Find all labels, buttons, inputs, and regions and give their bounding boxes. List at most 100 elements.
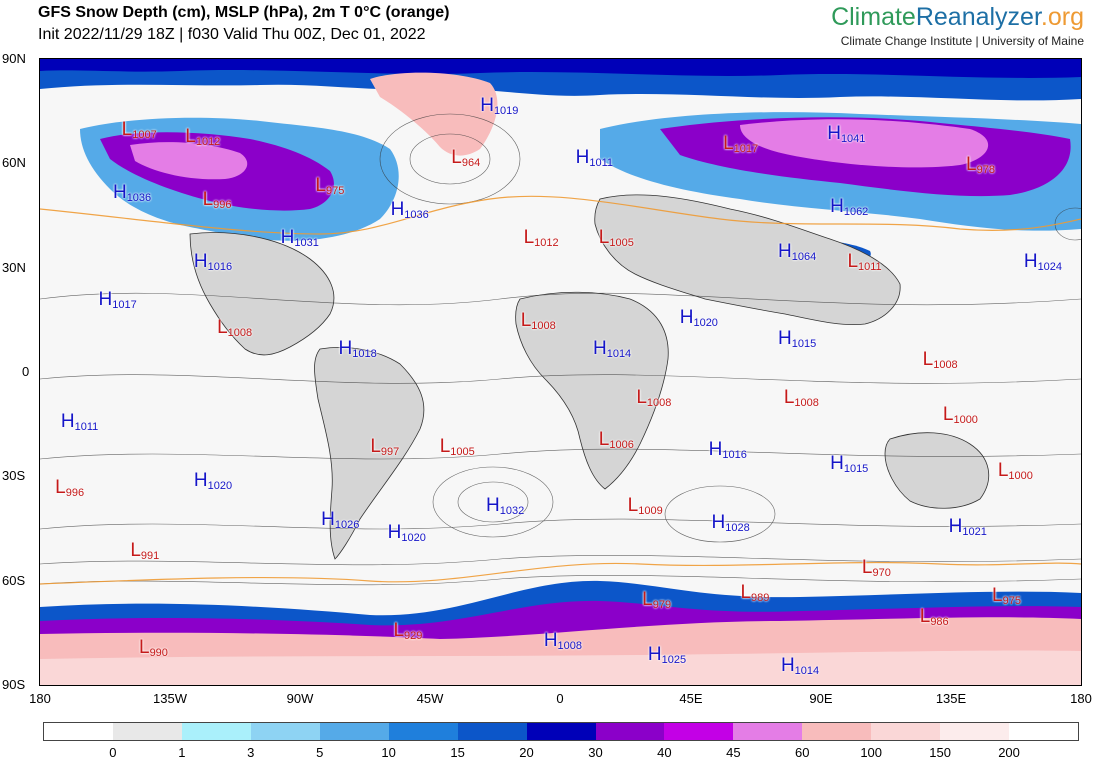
pressure-value: 929 bbox=[404, 629, 423, 642]
pressure-value: 1015 bbox=[791, 337, 817, 350]
colorbar-segment bbox=[44, 723, 113, 740]
lon-tick-135e: 135E bbox=[935, 691, 967, 706]
colorbar-segment bbox=[181, 723, 251, 740]
pressure-letter: L bbox=[861, 557, 873, 579]
pressure-letter: H bbox=[338, 338, 353, 360]
pressure-value: 1036 bbox=[404, 209, 429, 222]
pressure-value: 1011 bbox=[858, 261, 882, 274]
pressure-letter: L bbox=[992, 585, 1003, 607]
pressure-value: 1036 bbox=[126, 191, 152, 204]
low-pressure-center: L991 bbox=[130, 539, 159, 562]
colorbar-label: 10 bbox=[381, 745, 396, 760]
brand-logo[interactable]: ClimateReanalyzer.org bbox=[831, 2, 1084, 32]
pressure-letter: H bbox=[321, 508, 335, 530]
pressure-letter: H bbox=[193, 470, 208, 492]
brand-logo-reanalyzer: Reanalyzer bbox=[915, 3, 1041, 31]
colorbar-segment bbox=[733, 723, 803, 740]
low-pressure-center: L970 bbox=[861, 557, 891, 579]
pressure-letter: H bbox=[679, 306, 694, 328]
lon-tick-90w: 90W bbox=[286, 691, 314, 706]
north-america-snow bbox=[80, 117, 399, 241]
colorbar-label: 100 bbox=[860, 745, 883, 760]
pressure-value: 1064 bbox=[791, 250, 817, 263]
pressure-letter: L bbox=[919, 605, 931, 627]
pressure-letter: L bbox=[636, 386, 647, 408]
pressure-letter: L bbox=[370, 435, 381, 457]
pressure-value: 979 bbox=[652, 598, 672, 611]
pressure-letter: L bbox=[598, 226, 610, 248]
colorbar-label: 200 bbox=[998, 745, 1020, 760]
low-pressure-center: L978 bbox=[966, 153, 995, 176]
high-pressure-center: H1014 bbox=[593, 339, 631, 360]
pressure-letter: H bbox=[575, 146, 590, 168]
pressure-letter: L bbox=[997, 459, 1009, 481]
lat-tick-90s: 90S bbox=[2, 677, 26, 692]
colorbar-label: 150 bbox=[929, 745, 951, 760]
pressure-letter: L bbox=[642, 588, 653, 610]
colorbar-label: 45 bbox=[726, 745, 741, 760]
pressure-value: 1062 bbox=[843, 205, 869, 218]
pressure-value: 1014 bbox=[794, 664, 820, 677]
pressure-value: 1026 bbox=[334, 518, 360, 531]
high-pressure-center: H1008 bbox=[544, 631, 582, 652]
pressure-value: 1016 bbox=[722, 448, 747, 461]
pressure-value: 1032 bbox=[499, 504, 525, 517]
pressure-letter: L bbox=[451, 146, 462, 168]
pressure-letter: L bbox=[598, 428, 610, 450]
pressure-value: 1031 bbox=[294, 236, 319, 249]
map-subtitle: Init 2022/11/29 18Z | f030 Valid Thu 00Z… bbox=[38, 26, 426, 43]
high-pressure-center: H1019 bbox=[480, 96, 518, 117]
high-pressure-center: H1015 bbox=[778, 329, 817, 350]
low-pressure-center: L986 bbox=[919, 605, 949, 628]
pressure-letter: H bbox=[112, 181, 127, 203]
low-pressure-center: L1007 bbox=[122, 120, 157, 141]
pressure-value: 1020 bbox=[401, 532, 426, 545]
colorbar-label: 40 bbox=[657, 745, 672, 760]
colorbar-segment bbox=[664, 723, 734, 740]
pressure-value: 1008 bbox=[227, 327, 253, 340]
low-pressure-center: L1008 bbox=[922, 348, 958, 371]
low-pressure-center: L1009 bbox=[628, 496, 663, 517]
pressure-letter: L bbox=[922, 348, 934, 370]
low-pressure-center: L1000 bbox=[943, 405, 978, 427]
lat-tick-0: 0 bbox=[22, 364, 30, 379]
pressure-letter: L bbox=[740, 581, 752, 603]
lon-tick-0: 0 bbox=[556, 691, 564, 706]
colorbar-label: 1 bbox=[178, 745, 186, 760]
pressure-value: 1005 bbox=[609, 236, 634, 249]
pressure-value: 1000 bbox=[953, 414, 978, 427]
lon-tick-45w: 45W bbox=[416, 691, 444, 706]
pressure-letter: H bbox=[98, 289, 113, 311]
pressure-value: 1008 bbox=[646, 396, 672, 409]
pressure-value: 1020 bbox=[693, 316, 718, 329]
pressure-value: 1011 bbox=[589, 156, 614, 169]
pressure-value: 1000 bbox=[1008, 469, 1033, 482]
lat-tick-90n: 90N bbox=[2, 51, 26, 66]
colorbar-segment bbox=[457, 723, 527, 740]
high-pressure-center: H1011 bbox=[61, 412, 98, 433]
map-title: GFS Snow Depth (cm), MSLP (hPa), 2m T 0°… bbox=[38, 4, 450, 21]
isobar-lines bbox=[40, 113, 1081, 586]
pressure-letter: L bbox=[393, 619, 405, 641]
pressure-letter: L bbox=[130, 539, 141, 561]
colorbar-label: 20 bbox=[519, 745, 534, 760]
pressure-letter: L bbox=[966, 153, 977, 175]
high-pressure-center: H1016 bbox=[708, 438, 747, 461]
pressure-value: 1018 bbox=[352, 348, 377, 361]
weather-map[interactable]: L1007 L1012 L996 H1036 L975 H1031 H1036 H1016 H1… bbox=[39, 58, 1082, 686]
pressure-letter: H bbox=[827, 122, 841, 144]
pressure-letter: H bbox=[647, 644, 662, 666]
pressure-letter: H bbox=[485, 494, 500, 516]
low-pressure-center: L1008 bbox=[784, 388, 819, 409]
high-pressure-center: H1036 bbox=[391, 200, 429, 222]
pressure-letter: H bbox=[1023, 251, 1038, 273]
pressure-value: 1008 bbox=[933, 358, 958, 371]
pressure-value: 997 bbox=[380, 445, 400, 458]
pressure-value: 978 bbox=[976, 163, 995, 176]
high-pressure-center: H1015 bbox=[830, 454, 868, 475]
pressure-value: 1021 bbox=[962, 525, 987, 538]
pressure-value: 1020 bbox=[207, 480, 233, 493]
high-pressure-center: H1020 bbox=[193, 470, 233, 493]
snow-depth-colorbar bbox=[43, 722, 1079, 741]
pressure-letter: H bbox=[708, 438, 723, 460]
